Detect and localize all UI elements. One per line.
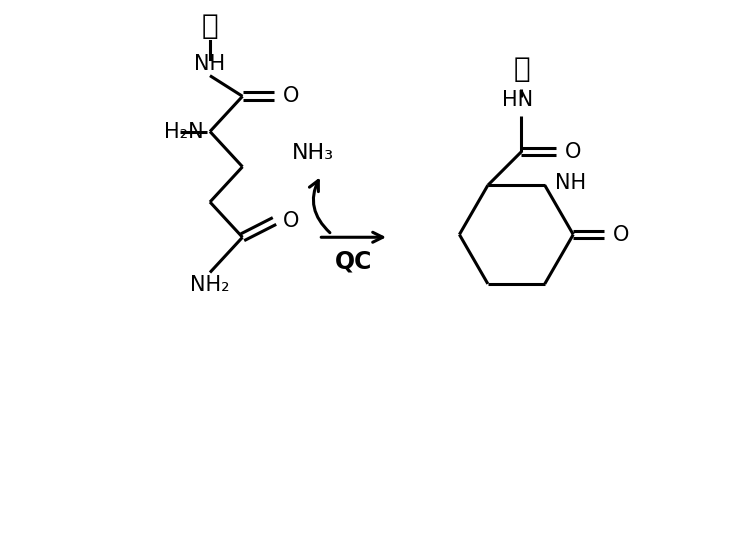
- Text: O: O: [283, 211, 299, 231]
- Text: O: O: [283, 86, 299, 106]
- Text: NH: NH: [555, 173, 585, 192]
- Text: NH₂: NH₂: [190, 275, 230, 295]
- Text: QC: QC: [335, 250, 373, 274]
- Text: H₂N: H₂N: [164, 122, 203, 142]
- Text: HN: HN: [502, 90, 533, 110]
- Text: O: O: [565, 142, 581, 162]
- Text: NH: NH: [195, 54, 225, 74]
- Text: 肽: 肽: [513, 54, 530, 83]
- Text: NH₃: NH₃: [292, 143, 334, 163]
- Text: O: O: [613, 225, 629, 245]
- FancyArrowPatch shape: [309, 180, 330, 233]
- Text: 肽: 肽: [202, 12, 218, 40]
